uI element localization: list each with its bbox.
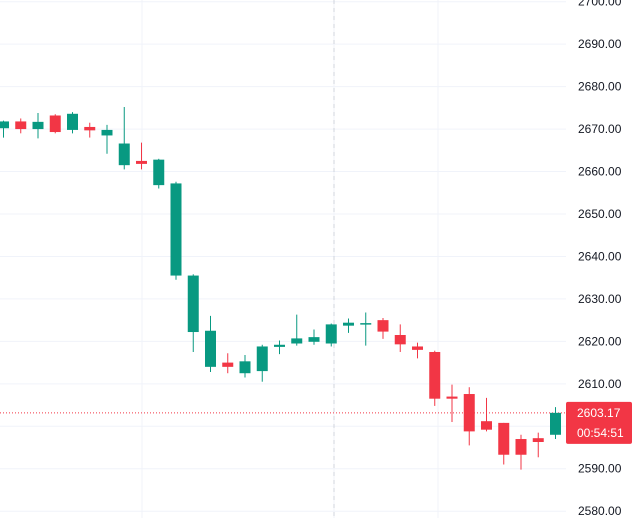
candle — [118, 106, 130, 170]
last-price-label: 2603.17 — [577, 406, 621, 420]
candle — [32, 112, 44, 139]
candle-body — [308, 337, 320, 342]
candle — [498, 422, 510, 465]
candle-body — [412, 346, 423, 350]
price-tick-label: 2690.00 — [578, 37, 622, 51]
candle-body — [32, 121, 44, 130]
candle — [481, 397, 492, 432]
price-tick-label: 2680.00 — [578, 80, 622, 94]
candle — [0, 120, 9, 138]
candle-body — [446, 396, 458, 399]
candle-body — [136, 160, 147, 164]
candle-body — [84, 126, 96, 131]
candle-body — [532, 438, 544, 442]
candles — [0, 106, 561, 470]
candle — [515, 434, 527, 470]
candle-body — [239, 361, 251, 374]
candle-body — [394, 335, 406, 345]
candle — [550, 407, 561, 440]
price-tick-label: 2660.00 — [578, 165, 622, 179]
candle — [256, 344, 268, 382]
price-tick-label: 2630.00 — [578, 292, 622, 306]
candle — [360, 312, 372, 346]
candle — [429, 350, 441, 406]
candle-body — [429, 351, 441, 399]
candle-body — [498, 422, 510, 455]
candle — [412, 342, 423, 359]
price-tick-label: 2580.00 — [578, 504, 622, 518]
price-tick-label: 2640.00 — [578, 249, 622, 263]
candle — [308, 329, 320, 345]
candle-body — [291, 338, 303, 344]
candle-body — [153, 159, 165, 186]
candle-body — [205, 330, 216, 367]
candle-body — [550, 412, 561, 435]
candle — [170, 181, 182, 280]
price-tick-label: 2620.00 — [578, 334, 622, 348]
last-price-badge-bg — [566, 401, 632, 444]
candle — [101, 124, 113, 154]
candle-body — [325, 324, 337, 344]
candle-body — [222, 362, 234, 367]
candle-body — [67, 113, 78, 130]
bar-countdown-label: 00:54:51 — [577, 426, 624, 440]
price-tick-label: 2700.00 — [578, 0, 622, 9]
candle — [343, 318, 354, 333]
candle-body — [274, 344, 285, 347]
candle-body — [481, 421, 492, 430]
candle — [187, 274, 199, 352]
candle-body — [377, 320, 389, 332]
candle-body — [515, 439, 527, 455]
candle — [291, 314, 303, 346]
candle — [153, 158, 165, 189]
candle-body — [170, 183, 182, 276]
candle — [239, 354, 251, 378]
candle-body — [0, 121, 9, 129]
candle — [49, 114, 61, 134]
candle — [463, 387, 475, 446]
candle-body — [360, 323, 372, 325]
candle — [67, 112, 78, 134]
candle — [15, 118, 27, 134]
candle-body — [256, 346, 268, 372]
price-tick-label: 2610.00 — [578, 377, 622, 391]
candle — [532, 432, 544, 458]
price-tick-label: 2650.00 — [578, 207, 622, 221]
candle-body — [49, 115, 61, 133]
candle — [394, 324, 406, 352]
candle-body — [187, 275, 199, 333]
last-price-badge: 2603.17 00:54:51 — [566, 401, 632, 444]
price-tick-label: 2590.00 — [578, 462, 622, 476]
grid — [0, 0, 566, 518]
candle-body — [343, 322, 354, 326]
candle — [222, 353, 234, 374]
candle — [84, 122, 96, 138]
price-axis[interactable]: 2580.002590.002600.002610.002620.002630.… — [578, 0, 622, 518]
candle — [136, 142, 147, 170]
candle — [205, 315, 216, 372]
candle — [446, 384, 458, 423]
candle — [325, 323, 337, 347]
candle — [274, 340, 285, 355]
candle-body — [463, 394, 475, 432]
price-tick-label: 2670.00 — [578, 122, 622, 136]
candle-body — [118, 143, 130, 166]
candle-body — [101, 129, 113, 136]
candle-body — [15, 121, 27, 130]
candle — [377, 318, 389, 339]
